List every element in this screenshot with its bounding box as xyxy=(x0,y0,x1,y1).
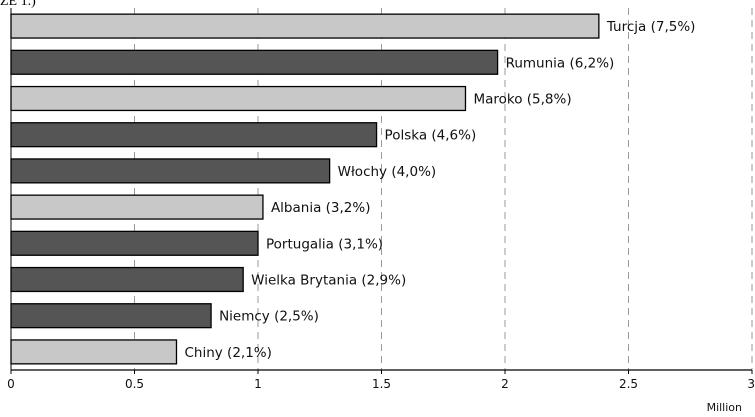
bar-7 xyxy=(10,266,244,293)
bar-label-8: Niemcy (2,5%) xyxy=(219,309,319,325)
x-tick-label-0: 0 xyxy=(7,377,15,391)
x-tick-label-6: 3 xyxy=(747,377,755,391)
bar-label-3: Polska (4,6%) xyxy=(385,128,477,144)
bar-8 xyxy=(10,303,212,329)
bar-6 xyxy=(10,230,259,256)
x-tick-label-1: 0.5 xyxy=(125,377,144,391)
bar-label-6: Portugalia (3,1%) xyxy=(266,236,383,252)
bar-5 xyxy=(10,194,264,220)
bar-label-9: Chiny (2,1%) xyxy=(184,345,271,361)
bar-9 xyxy=(10,339,178,365)
bar-3 xyxy=(10,122,378,148)
header-fragment: ZE 1.) xyxy=(0,0,36,9)
x-tick-label-2: 1 xyxy=(254,377,262,391)
bar-label-5: Albania (3,2%) xyxy=(271,200,371,216)
bar-label-0: Turcja (7,5%) xyxy=(606,19,696,35)
bar-0 xyxy=(10,13,600,39)
bar-label-4: Włochy (4,0%) xyxy=(338,164,437,180)
bar-label-1: Rumunia (6,2%) xyxy=(506,55,615,71)
x-tick-label-3: 1.5 xyxy=(372,377,391,391)
x-tick-label-4: 2 xyxy=(501,377,509,391)
x-unit-label: Million xyxy=(707,401,742,413)
x-tick-label-5: 2.5 xyxy=(619,377,638,391)
bar-4 xyxy=(10,158,331,184)
bar-label-7: Wielka Brytania (2,9%) xyxy=(251,273,406,289)
bar-2 xyxy=(10,85,467,112)
bar-label-2: Maroko (5,8%) xyxy=(473,92,571,108)
bar-1 xyxy=(10,49,499,75)
